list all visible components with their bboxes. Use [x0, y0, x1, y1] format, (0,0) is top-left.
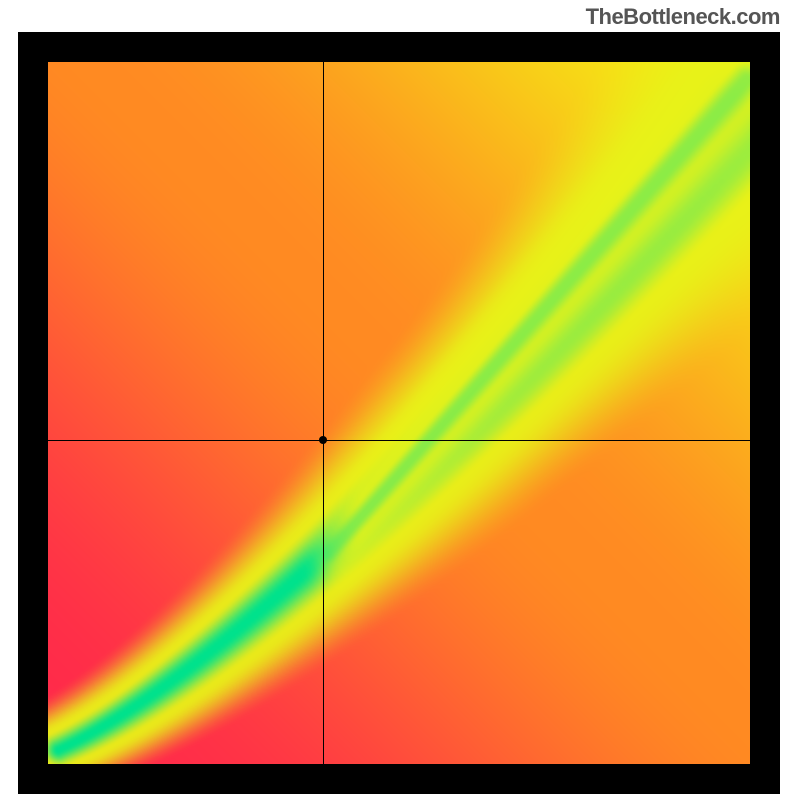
crosshair-horizontal: [48, 440, 750, 441]
heatmap-plot-area: [48, 62, 750, 764]
attribution-text: TheBottleneck.com: [586, 4, 780, 30]
crosshair-vertical: [323, 62, 324, 764]
crosshair-marker: [319, 436, 327, 444]
heatmap-canvas: [48, 62, 750, 764]
chart-outer-border: [18, 32, 780, 794]
